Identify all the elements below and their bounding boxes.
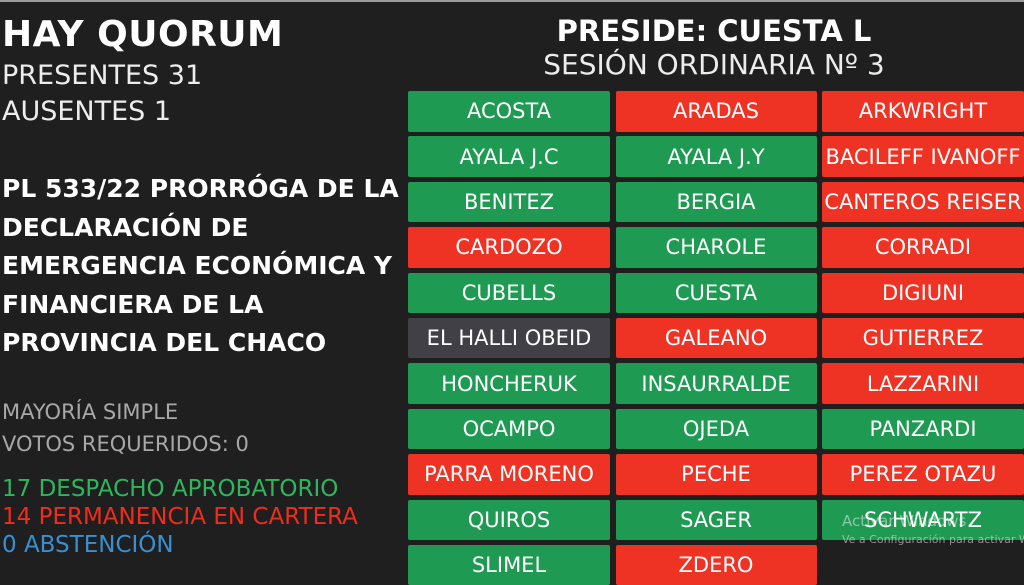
legislator-vote-cell: ARADAS xyxy=(615,91,817,132)
legislator-vote-cell: BERGIA xyxy=(615,181,817,223)
legislator-vote-cell: EL HALLI OBEID xyxy=(408,317,610,359)
legislator-vote-cell: SAGER xyxy=(615,499,817,541)
legislator-vote-cell: ZDERO xyxy=(615,544,817,585)
ausentes-count: AUSENTES 1 xyxy=(2,96,172,127)
legislator-vote-cell: AYALA J.Y xyxy=(615,136,817,177)
motion-title: PL 533/22 PRORRÓGA DE LA DECLARACIÓN DE … xyxy=(2,170,402,363)
legislator-vote-cell: GALEANO xyxy=(615,317,817,359)
motion-line: PROVINCIA DEL CHACO xyxy=(2,328,327,357)
motion-line: FINANCIERA DE LA xyxy=(2,289,264,319)
majority-type: MAYORÍA SIMPLE xyxy=(2,400,179,424)
legislator-vote-cell: GUTIERREZ xyxy=(822,317,1024,359)
legislator-vote-cell: ARKWRIGHT xyxy=(822,91,1024,132)
vote-grid: ACOSTA ARADAS ARKWRIGHT AYALA J.C AYALA J.Y B… xyxy=(408,91,1024,585)
legislator-vote-cell: CORRADI xyxy=(822,227,1024,268)
legislator-vote-cell: CARDOZO xyxy=(408,227,610,268)
legislator-vote-cell: QUIROS xyxy=(408,499,610,541)
result-cartera: 14 PERMANENCIA EN CARTERA xyxy=(2,504,358,530)
legislator-vote-cell: PANZARDI xyxy=(822,408,1024,450)
result-abstencion: 0 ABSTENCIÓN xyxy=(2,532,174,558)
legislator-vote-cell: ACOSTA xyxy=(408,91,610,132)
session-label: SESIÓN ORDINARIA Nº 3 xyxy=(543,48,885,81)
legislator-vote-cell: BENITEZ xyxy=(408,181,610,223)
motion-line: PL 533/22 PRORRÓGA DE LA xyxy=(2,174,399,203)
motion-line: EMERGENCIA ECONÓMICA Y xyxy=(2,251,393,280)
legislator-vote-cell: AYALA J.C xyxy=(408,136,610,177)
required-votes: VOTOS REQUERIDOS: 0 xyxy=(2,432,249,456)
legislator-vote-cell: PEREZ OTAZU xyxy=(822,454,1024,495)
presentes-count: PRESENTES 31 xyxy=(2,60,203,91)
legislator-vote-cell: CHAROLE xyxy=(615,227,817,268)
legislator-vote-cell: LAZZARINI xyxy=(822,363,1024,404)
result-aprobatorio: 17 DESPACHO APROBATORIO xyxy=(2,476,339,502)
legislator-vote-cell: OJEDA xyxy=(615,408,817,450)
legislator-vote-cell: BACILEFF IVANOFF xyxy=(822,136,1024,177)
legislator-vote-cell: CANTEROS REISER xyxy=(822,181,1024,223)
preside-label: PRESIDE: CUESTA L xyxy=(556,14,872,48)
quorum-status: HAY QUORUM xyxy=(2,14,284,55)
legislator-vote-cell: CUBELLS xyxy=(408,272,610,314)
legislator-vote-cell: INSAURRALDE xyxy=(615,363,817,404)
legislator-vote-cell: DIGIUNI xyxy=(822,272,1024,314)
legislator-vote-cell: PECHE xyxy=(615,454,817,495)
legislator-vote-cell: PARRA MORENO xyxy=(408,454,610,495)
legislator-vote-cell: CUESTA xyxy=(615,272,817,314)
legislator-vote-cell: OCAMPO xyxy=(408,408,610,450)
legislator-vote-cell: HONCHERUK xyxy=(408,363,610,404)
motion-line: DECLARACIÓN DE xyxy=(2,212,249,242)
legislator-vote-cell: SCHWARTZ xyxy=(822,499,1024,541)
legislator-vote-cell: SLIMEL xyxy=(408,544,610,585)
